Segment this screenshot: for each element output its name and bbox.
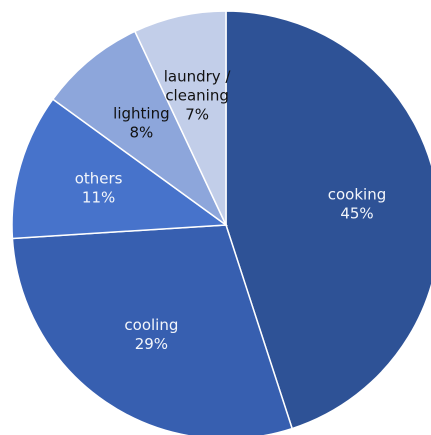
pie-slice-cooling <box>11 224 294 435</box>
pie-label-line: 7% <box>185 106 209 124</box>
pie-label-line: laundry / <box>164 68 232 86</box>
pie-label-others: others 11% <box>75 170 123 207</box>
pie-label-line: 11% <box>82 189 115 207</box>
pie-label-cooking: cooking 45% <box>328 186 386 223</box>
pie-label-line: cleaning <box>165 87 229 105</box>
pie-slice-laundry-cleaning <box>133 10 227 226</box>
pie-labels: cooking 45%cooling 29%others 11%lighting 8%l… <box>75 68 387 354</box>
pie-label-cooling: cooling 29% <box>124 316 178 353</box>
pie-slices <box>11 10 431 435</box>
pie-label-line: lighting <box>113 104 169 122</box>
pie-label-line: 8% <box>130 123 154 141</box>
pie-slice-cooking <box>225 10 431 430</box>
pie-label-line: cooling <box>124 316 178 334</box>
pie-label-line: cooking <box>328 186 386 204</box>
pie-label-line: others <box>75 170 123 188</box>
pie-slice-lighting <box>51 30 227 226</box>
pie-label-line: 29% <box>135 335 168 353</box>
pie-label-line: 45% <box>340 205 373 223</box>
pie-label-laundry-cleaning: laundry / cleaning 7% <box>164 68 232 124</box>
pie-slice-others <box>11 98 229 240</box>
pie-label-lighting: lighting 8% <box>113 104 169 141</box>
